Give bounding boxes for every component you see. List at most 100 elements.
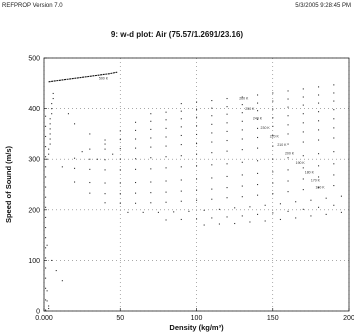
x-tick-label: 200: [343, 315, 354, 322]
data-point: [272, 145, 274, 147]
data-series: [49, 92, 54, 145]
y-tick-label: 100: [28, 258, 40, 265]
data-point: [135, 202, 137, 204]
data-point: [203, 224, 205, 226]
data-point: [318, 129, 320, 131]
data-point: [226, 113, 228, 115]
data-point: [333, 137, 335, 139]
data-point: [165, 180, 167, 182]
data-point: [302, 122, 304, 124]
data-point: [264, 204, 266, 206]
x-tick-label: 100: [191, 315, 203, 322]
data-point: [135, 138, 137, 140]
data-point: [226, 130, 228, 132]
data-point: [45, 247, 47, 249]
data-series: [74, 163, 335, 184]
data-point: [196, 153, 198, 155]
data-point: [272, 108, 274, 110]
data-point: [180, 126, 182, 128]
data-point: [333, 127, 335, 129]
data-point: [241, 215, 243, 217]
data-point: [165, 219, 167, 221]
data-point: [302, 131, 304, 133]
data-series: [46, 244, 63, 310]
data-point: [180, 200, 182, 202]
data-point: [49, 138, 51, 140]
data-point: [104, 182, 106, 184]
data-point: [340, 195, 342, 197]
data-point: [45, 125, 47, 127]
x-axis: 0.000 50 100 150 200: [35, 308, 354, 322]
data-point: [211, 100, 213, 102]
data-point: [150, 120, 152, 122]
data-point: [241, 196, 243, 198]
data-point: [257, 110, 259, 112]
data-point: [45, 287, 47, 289]
data-series: [67, 113, 114, 160]
y-tick-label: 400: [28, 106, 40, 113]
data-point: [48, 307, 50, 310]
data-point: [196, 116, 198, 118]
data-point: [180, 166, 182, 168]
data-point: [211, 107, 213, 109]
data-point: [226, 106, 228, 108]
data-point: [180, 118, 182, 120]
isotherm-label: 200 K: [285, 152, 295, 156]
data-point: [104, 143, 106, 145]
data-point: [119, 148, 121, 150]
data-point: [51, 259, 53, 261]
y-axis: 0 100 200 300 400 500: [28, 56, 47, 316]
data-point: [241, 120, 243, 122]
data-point: [257, 147, 259, 149]
isotherm-label: 500 K: [99, 76, 109, 80]
data-series: [61, 151, 335, 171]
data-point: [340, 211, 342, 213]
data-point: [119, 193, 121, 195]
data-point: [52, 92, 54, 95]
data-point: [257, 172, 259, 174]
data-point: [211, 115, 213, 117]
data-point: [89, 158, 91, 160]
plot-frame: [43, 57, 350, 312]
data-point: [318, 153, 320, 155]
data-point: [165, 136, 167, 138]
data-point: [249, 206, 251, 208]
data-point: [74, 157, 76, 159]
data-point: [226, 97, 228, 100]
data-point: [89, 133, 91, 135]
data-series: [165, 204, 335, 221]
data-point: [241, 104, 243, 106]
data-point: [333, 163, 335, 165]
data-point: [165, 127, 167, 129]
data-point: [318, 187, 320, 189]
data-point: [196, 133, 198, 136]
data-point: [180, 218, 182, 221]
data-point: [318, 94, 320, 96]
data-point: [45, 267, 47, 269]
data-point: [218, 208, 220, 210]
data-point: [45, 299, 47, 301]
isotherm-label: 220 K: [270, 134, 280, 138]
data-point: [51, 108, 53, 110]
isotherm-label: 160 K: [315, 186, 325, 190]
data-point: [302, 104, 304, 106]
data-point: [287, 90, 289, 92]
data-point: [104, 148, 106, 150]
data-series: [127, 195, 342, 213]
data-point: [287, 191, 289, 193]
data-point: [318, 176, 320, 178]
data-point: [45, 309, 47, 311]
y-axis-title: Speed of Sound (m/s): [4, 145, 13, 223]
data-point: [302, 178, 304, 180]
data-point: [318, 206, 320, 208]
data-point: [150, 137, 152, 139]
data-point: [226, 150, 228, 152]
x-tick-label: 0.000: [35, 315, 53, 322]
data-point: [310, 199, 312, 201]
data-point: [74, 181, 76, 183]
data-point: [257, 194, 259, 196]
data-point: [196, 165, 198, 167]
data-series: [150, 92, 335, 115]
data-point: [46, 290, 48, 292]
